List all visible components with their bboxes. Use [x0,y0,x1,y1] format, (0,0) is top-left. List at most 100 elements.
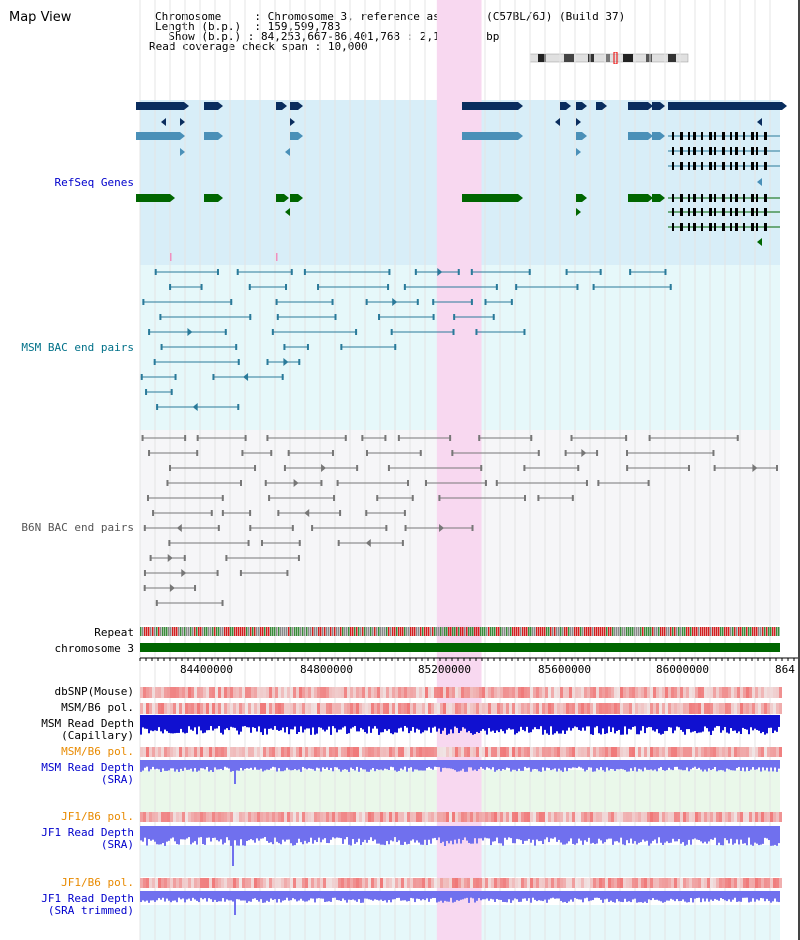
repeat-mark [578,627,580,636]
track-label-msm-bac[interactable]: MSM BAC end pairs [21,341,134,354]
depth-bar [424,826,426,840]
depth-bar [268,715,270,729]
track-label-refseq[interactable]: RefSeq Genes [54,176,134,189]
heat-cell [191,703,194,714]
heat-cell [356,687,359,698]
heat-cell [173,747,176,757]
depth-bar [602,891,604,903]
heat-cell [440,703,443,714]
chromosome-ideogram[interactable] [528,52,690,64]
bac-end [184,435,187,441]
depth-bar [236,715,238,731]
heat-cell [713,812,716,822]
depth-bar [754,891,756,902]
depth-bar [524,715,526,732]
heat-cell [623,687,626,698]
bac-end [236,269,239,275]
depth-bar [518,891,520,902]
heat-cell [548,747,551,757]
heat-cell [458,687,461,698]
heat-cell [206,878,209,888]
depth-bar [270,760,272,769]
heat-cell [260,812,263,822]
depth-bar [388,760,390,771]
heat-cell [695,687,698,698]
repeat-mark [716,627,718,636]
repeat-mark [188,627,190,636]
depth-bar [678,760,680,770]
depth-bar [312,715,314,728]
repeat-mark [770,627,772,636]
heat-cell [296,812,299,822]
track-label-jf1-read-sra[interactable]: JF1 Read Depth [41,826,134,839]
track-label-jf1-b6-pol-1[interactable]: JF1/B6 pol. [61,810,134,823]
bac-end [249,525,252,531]
track-label-chromosome[interactable]: chromosome 3 [54,642,134,655]
heat-cell [224,703,227,714]
heat-cell [185,747,188,757]
heat-cell [662,878,665,888]
track-label-jf1-b6-pol-2[interactable]: JF1/B6 pol. [61,876,134,889]
depth-bar [686,891,688,903]
depth-bar [756,826,758,844]
bac-end [271,329,274,335]
heat-cell [473,878,476,888]
track-label-msm-b6-pol-2[interactable]: MSM/B6 pol. [61,745,134,758]
heat-cell [380,878,383,888]
heat-cell [173,687,176,698]
depth-bar [140,715,142,735]
bac-end [736,435,739,441]
repeat-mark [484,627,486,636]
depth-bar [454,891,456,902]
depth-bar [366,760,368,772]
track-label-msm-read-sra[interactable]: MSM Read Depth [41,761,134,774]
heat-cell [365,703,368,714]
depth-bar [456,891,458,901]
repeat-mark [470,627,472,636]
heat-cell [704,703,707,714]
heat-cell [521,812,524,822]
exon [722,223,725,231]
heat-cell [209,703,212,714]
heat-cell [650,687,653,698]
heat-cell [347,687,350,698]
depth-bar [198,715,200,727]
depth-bar [734,760,736,771]
track-label-repeat[interactable]: Repeat [94,626,134,639]
heat-cell [407,687,410,698]
track-label-msm-b6-pol-1[interactable]: MSM/B6 pol. [61,701,134,714]
heat-cell [302,878,305,888]
heat-cell [779,747,782,757]
track-label-msm-read-capillary[interactable]: MSM Read Depth [41,717,134,730]
depth-bar [154,760,156,770]
repeat-mark [314,627,316,636]
depth-bar [514,760,516,770]
track-label-b6n-bac[interactable]: B6N BAC end pairs [21,521,134,534]
heat-cell [257,687,260,698]
heat-cell [317,878,320,888]
depth-bar [322,891,324,899]
heat-cell [149,812,152,822]
heat-cell [143,687,146,698]
heat-cell [263,878,266,888]
repeat-mark [222,627,224,636]
depth-bar [254,826,256,843]
heat-cell [281,747,284,757]
depth-bar [382,715,384,733]
repeat-mark [636,627,638,636]
depth-bar [728,891,730,900]
depth-bar [276,826,278,842]
depth-bar [696,715,698,734]
exon [722,132,725,140]
repeat-mark [140,627,142,636]
depth-bar [544,826,546,840]
repeat-mark [640,627,642,636]
track-label-jf1-read-trimmed[interactable]: JF1 Read Depth [41,892,134,905]
repeat-mark [160,627,162,636]
depth-bar [492,826,494,842]
heat-cell [473,687,476,698]
depth-bar [352,715,354,728]
track-label-dbsnp[interactable]: dbSNP(Mouse) [54,685,134,698]
strand-arrow [576,208,581,216]
